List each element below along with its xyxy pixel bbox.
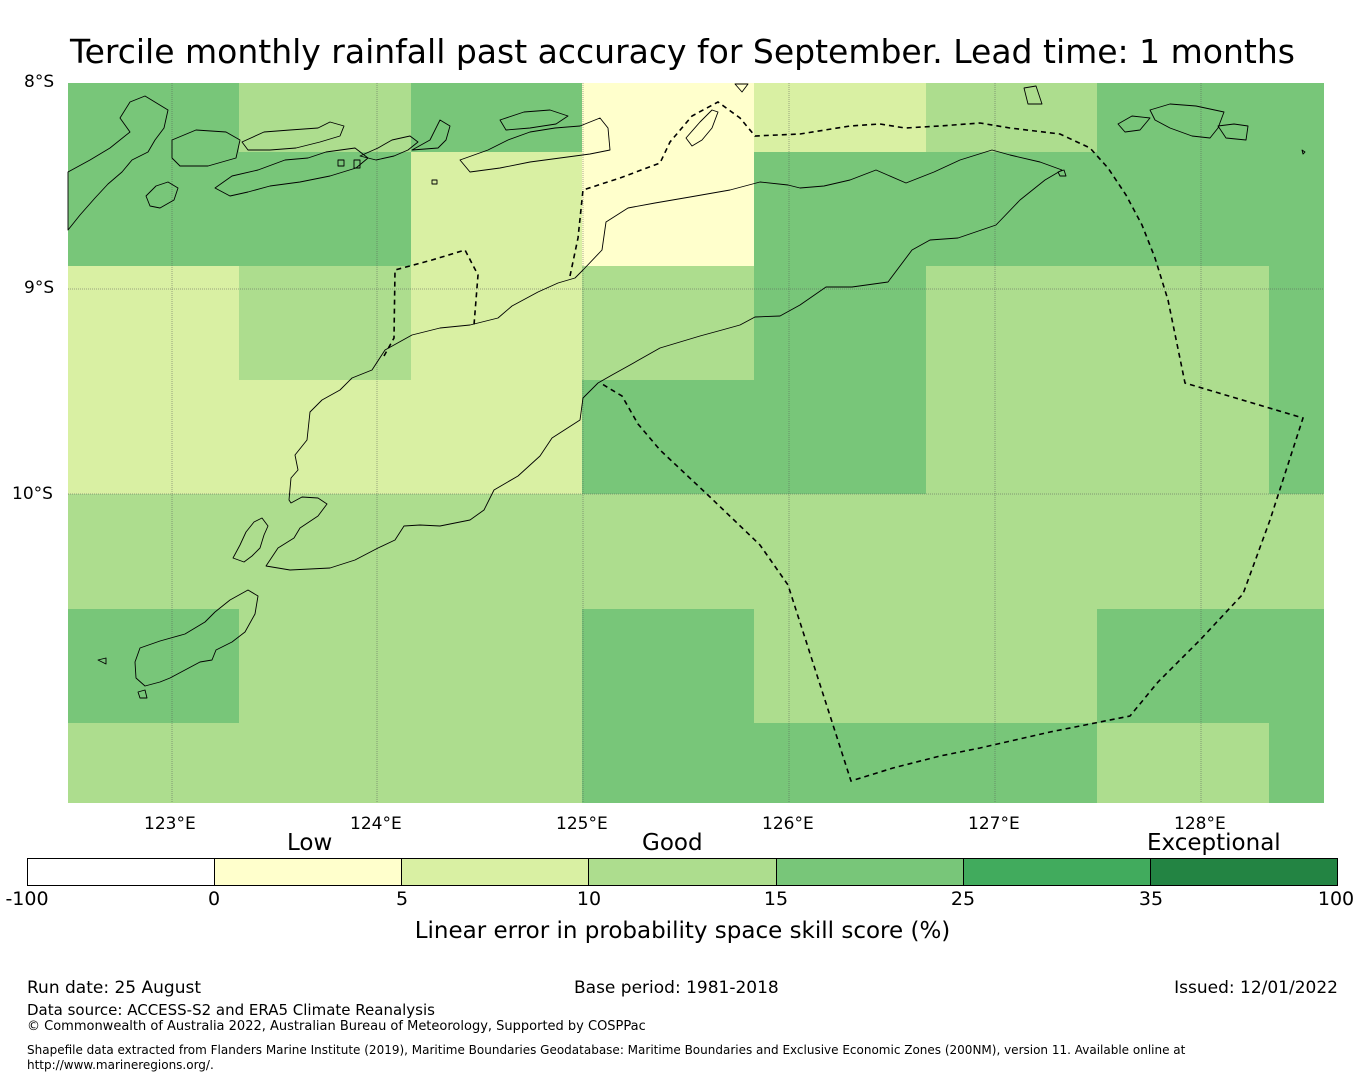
colorbar-label: Linear error in probability space skill … <box>414 918 951 944</box>
shapefile-url: http://www.marineregions.org/. <box>27 1058 214 1072</box>
run-date: Run date: 25 August <box>27 978 201 998</box>
skill-map <box>67 83 1324 803</box>
issued-date: Issued: 12/01/2022 <box>1174 978 1338 998</box>
colorbar-segment <box>1150 859 1337 885</box>
map-title: Tercile monthly rainfall past accuracy f… <box>70 32 1295 71</box>
lon-label-125e: 125°E <box>556 814 608 834</box>
colorbar-tick: 10 <box>576 888 602 910</box>
colorbar-segment <box>402 859 590 885</box>
legend-category-low: Low <box>287 830 333 856</box>
shapefile-credit: Shapefile data extracted from Flanders M… <box>27 1043 1186 1057</box>
lat-label-9s: 9°S <box>24 278 55 298</box>
legend-category-good: Good <box>642 830 703 856</box>
lon-label-127e: 127°E <box>968 814 1020 834</box>
lon-label-123e: 123°E <box>144 814 196 834</box>
colorbar-segment <box>28 859 216 885</box>
colorbar <box>27 858 1338 886</box>
colorbar-segment <box>215 859 403 885</box>
colorbar-segment <box>963 859 1151 885</box>
eez-boundaries <box>383 101 1305 782</box>
coastlines <box>67 83 1306 699</box>
lon-label-128e: 128°E <box>1174 814 1226 834</box>
data-source: Data source: ACCESS-S2 and ERA5 Climate … <box>27 1001 435 1019</box>
legend-category-exceptional: Exceptional <box>1147 830 1281 856</box>
base-period: Base period: 1981-2018 <box>574 978 779 998</box>
skill-grid <box>68 83 1324 803</box>
colorbar-tick: -100 <box>5 888 49 910</box>
colorbar-tick: 5 <box>395 888 409 910</box>
gridlines <box>68 83 1324 803</box>
colorbar-segment <box>776 859 964 885</box>
colorbar-tick: 100 <box>1317 888 1355 910</box>
colorbar-tick: 35 <box>1138 888 1164 910</box>
colorbar-tick: 25 <box>950 888 976 910</box>
lat-label-8s: 8°S <box>24 72 55 92</box>
lon-label-124e: 124°E <box>350 814 402 834</box>
colorbar-segment <box>589 859 777 885</box>
copyright: © Commonwealth of Australia 2022, Austra… <box>27 1019 646 1034</box>
colorbar-tick: 0 <box>207 888 221 910</box>
colorbar-tick: 15 <box>763 888 789 910</box>
lon-label-126e: 126°E <box>762 814 814 834</box>
lat-label-10s: 10°S <box>12 484 53 504</box>
